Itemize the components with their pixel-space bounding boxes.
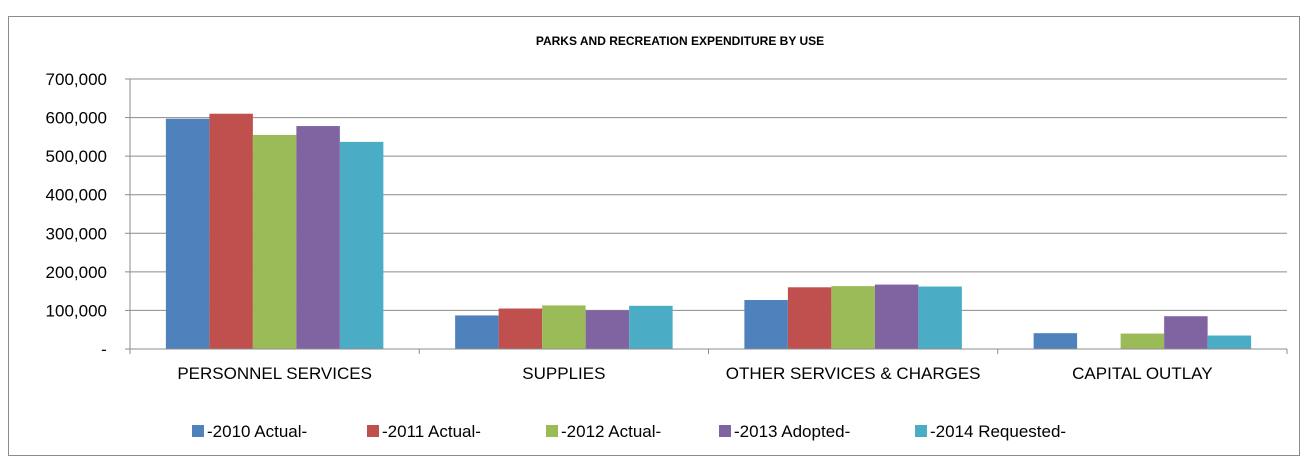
bar [165, 118, 210, 349]
legend: -2010 Actual- -2011 Actual- -2012 Actual- -… [192, 422, 1066, 441]
category-label: CAPITAL OUTLAY [1072, 364, 1212, 383]
legend-label: -2013 Adopted- [734, 422, 850, 441]
legend-item: -2014 Requested- [915, 422, 1066, 441]
y-tick-label: 100,000 [46, 301, 107, 320]
chart: PARKS AND RECREATION EXPENDITURE BY USE … [46, 34, 1288, 441]
legend-swatch [367, 425, 379, 437]
category-label: OTHER SERVICES & CHARGES [726, 364, 981, 383]
y-tick-label: 600,000 [46, 109, 107, 128]
y-tick-label: 200,000 [46, 263, 107, 282]
bar [744, 300, 788, 349]
bar [455, 315, 499, 349]
bar [1033, 333, 1078, 349]
x-axis [129, 348, 1288, 354]
y-tick-label: - [101, 340, 107, 359]
y-tick-label: 400,000 [46, 186, 107, 205]
chart-frame: PARKS AND RECREATION EXPENDITURE BY USE … [8, 16, 1300, 456]
bar [339, 141, 384, 349]
legend-swatch [719, 425, 731, 437]
legend-label: -2010 Actual- [207, 422, 307, 441]
category-label: SUPPLIES [522, 364, 605, 383]
legend-item: -2013 Adopted- [719, 422, 850, 441]
bar [498, 308, 543, 349]
legend-item: -2010 Actual- [192, 422, 307, 441]
category-label: PERSONNEL SERVICES [177, 364, 372, 383]
legend-item: -2012 Actual- [546, 422, 661, 441]
legend-item: -2011 Actual- [367, 422, 481, 441]
bar [831, 286, 875, 349]
bar [787, 287, 832, 349]
y-tick-label: 700,000 [46, 70, 107, 89]
bar [1120, 333, 1165, 349]
category-labels: PERSONNEL SERVICES SUPPLIES OTHER SERVICES… [177, 364, 1212, 383]
y-tick-label: 300,000 [46, 224, 107, 243]
bar [209, 113, 253, 349]
bar [1164, 316, 1208, 349]
legend-label: -2012 Actual- [561, 422, 661, 441]
bar [585, 310, 630, 349]
legend-swatch [915, 425, 927, 437]
bar [874, 284, 919, 349]
y-axis-tick-labels: - 100,000 200,000 300,000 400,000 500,000 600,… [46, 70, 107, 359]
bar [1207, 335, 1252, 349]
legend-swatch [192, 425, 204, 437]
bar [542, 305, 586, 349]
bar [629, 305, 673, 349]
chart-title: PARKS AND RECREATION EXPENDITURE BY USE [536, 34, 824, 48]
legend-swatch [546, 425, 558, 437]
bars [165, 113, 1252, 349]
bar [252, 134, 297, 349]
legend-label: -2011 Actual- [382, 422, 481, 441]
y-tick-label: 500,000 [46, 147, 107, 166]
legend-label: -2014 Requested- [930, 422, 1066, 441]
bar [296, 126, 340, 349]
bar [918, 286, 962, 349]
